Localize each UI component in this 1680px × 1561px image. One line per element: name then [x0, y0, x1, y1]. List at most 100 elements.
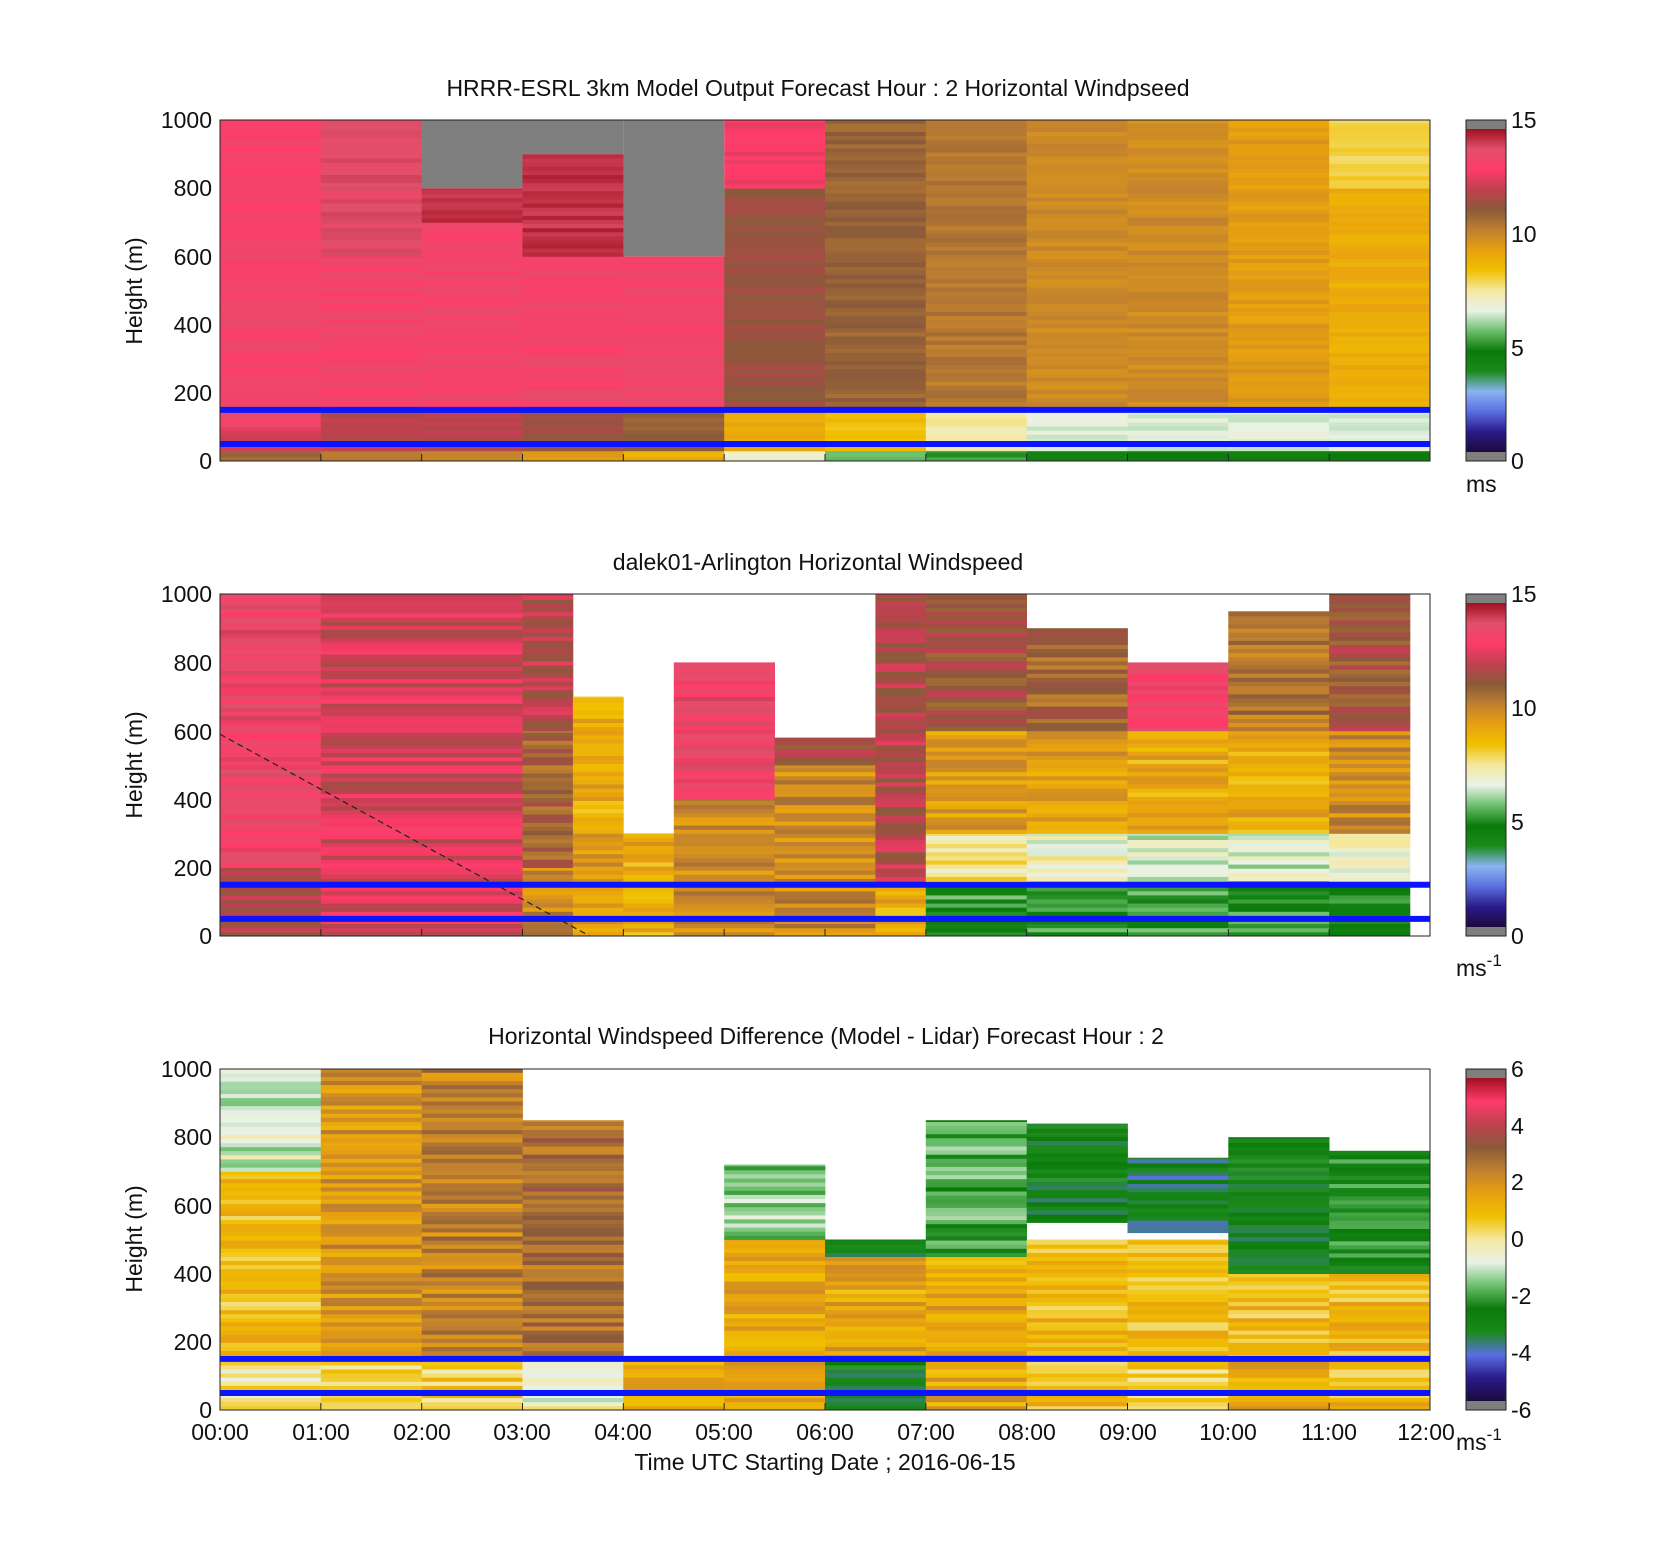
heatmap-cell: [1228, 401, 1330, 407]
colorbar-gradient: [1466, 129, 1506, 452]
heatmap-cell: [320, 594, 523, 598]
heatmap-cell: [825, 1281, 927, 1286]
heatmap-cell: [673, 737, 775, 743]
heatmap-cell: [1127, 332, 1229, 337]
heatmap-cell: [220, 398, 322, 403]
heatmap-cell: [1228, 652, 1330, 658]
heatmap-cell: [320, 1264, 422, 1270]
heatmap-cell: [1127, 1334, 1229, 1339]
heatmap-cell: [774, 792, 876, 797]
heatmap-cell: [522, 1203, 624, 1208]
heatmap-cell: [320, 1405, 422, 1411]
heatmap-cell: [1026, 373, 1128, 378]
heatmap-cell: [320, 899, 523, 904]
heatmap-cell: [1228, 209, 1330, 214]
heatmap-cell: [522, 726, 574, 732]
heatmap-cell: [1127, 258, 1229, 263]
heatmap-cell: [925, 426, 1027, 431]
heatmap-cell: [1127, 792, 1229, 797]
heatmap-cell: [925, 681, 1027, 687]
heatmap-cell: [1026, 706, 1128, 711]
heatmap-cell: [1228, 927, 1330, 933]
heatmap-cell: [320, 145, 422, 151]
heatmap-cell: [724, 413, 826, 419]
heatmap-cell: [522, 328, 624, 333]
heatmap-cell: [1026, 213, 1128, 218]
heatmap-cell: [1127, 718, 1229, 723]
heatmap-cell: [1026, 860, 1128, 865]
heatmap-cell: [320, 1256, 422, 1261]
heatmap-cell: [220, 662, 322, 667]
heatmap-cell: [522, 170, 624, 175]
heatmap-cell: [1329, 603, 1411, 609]
heatmap-cell: [825, 221, 927, 227]
heatmap-cell: [320, 137, 422, 143]
heatmap-cell: [1329, 135, 1431, 140]
heatmap-cell: [1329, 1277, 1431, 1282]
heatmap-cell: [220, 124, 322, 129]
heatmap-cell: [421, 1142, 523, 1147]
heatmap-cell: [320, 389, 422, 394]
heatmap-cell: [522, 730, 574, 733]
heatmap-cell: [1228, 792, 1330, 797]
heatmap-cell: [421, 197, 523, 203]
heatmap-cell: [774, 784, 876, 789]
heatmap-cell: [1329, 620, 1411, 625]
heatmap-cell: [220, 736, 322, 741]
heatmap-cell: [320, 658, 523, 663]
heatmap-cell: [220, 594, 322, 598]
heatmap-cell: [1329, 336, 1431, 341]
heatmap-cell: [724, 225, 826, 231]
heatmap-cell: [572, 722, 624, 728]
heatmap-cell: [1329, 923, 1411, 929]
heatmap-cell: [825, 139, 927, 145]
heatmap-cell: [522, 640, 574, 645]
heatmap-cell: [320, 1191, 422, 1196]
heatmap-cell: [1329, 434, 1431, 439]
heatmap-cell: [1127, 1346, 1229, 1352]
heatmap-cell: [1127, 1293, 1229, 1298]
heatmap-cell: [421, 1084, 523, 1090]
heatmap-cell: [925, 250, 1027, 255]
heatmap-cell: [1026, 446, 1128, 452]
heatmap-cell: [724, 434, 826, 439]
heatmap-cell: [1228, 644, 1330, 650]
heatmap-cell: [1026, 180, 1128, 186]
heatmap-cell: [724, 213, 826, 218]
heatmap-cell: [1329, 1245, 1431, 1250]
heatmap-cell: [1329, 126, 1431, 132]
heatmap-cell: [825, 1373, 927, 1378]
heatmap-cell: [825, 254, 927, 259]
heatmap-cell: [320, 364, 422, 370]
heatmap-cell: [724, 254, 826, 259]
heatmap-cell: [1228, 274, 1330, 280]
heatmap-cell: [724, 278, 826, 284]
heatmap-cell: [925, 1272, 1027, 1278]
heatmap-cell: [320, 120, 422, 122]
heatmap-cell: [1228, 1179, 1330, 1184]
heatmap-cell: [522, 632, 574, 637]
heatmap-cell: [1127, 890, 1229, 896]
heatmap-cell: [1026, 176, 1128, 182]
heatmap-cell: [522, 1289, 624, 1294]
heatmap-cell: [421, 1105, 523, 1110]
heatmap-cell: [1228, 1346, 1330, 1352]
heatmap-cell: [724, 1285, 826, 1290]
heatmap-cell: [220, 345, 322, 350]
heatmap-cell: [220, 1093, 322, 1099]
heatmap-cell: [724, 1174, 826, 1179]
x-axis-label: Time UTC Starting Date ; 2016-06-15: [634, 1449, 1015, 1475]
heatmap-cell: [1329, 139, 1431, 144]
heatmap-cell: [320, 133, 422, 139]
heatmap-cell: [522, 1260, 624, 1266]
heatmap-cell: [522, 714, 574, 719]
heatmap-cell: [1228, 747, 1330, 752]
heatmap-cell: [220, 797, 322, 803]
heatmap-cell: [1228, 890, 1330, 896]
heatmap-cell: [220, 296, 322, 301]
heatmap-cell: [1026, 127, 1128, 132]
heatmap-cell: [875, 839, 927, 845]
heatmap-cell: [1127, 393, 1229, 398]
heatmap-cell: [522, 1317, 624, 1323]
heatmap-cell: [220, 886, 322, 892]
